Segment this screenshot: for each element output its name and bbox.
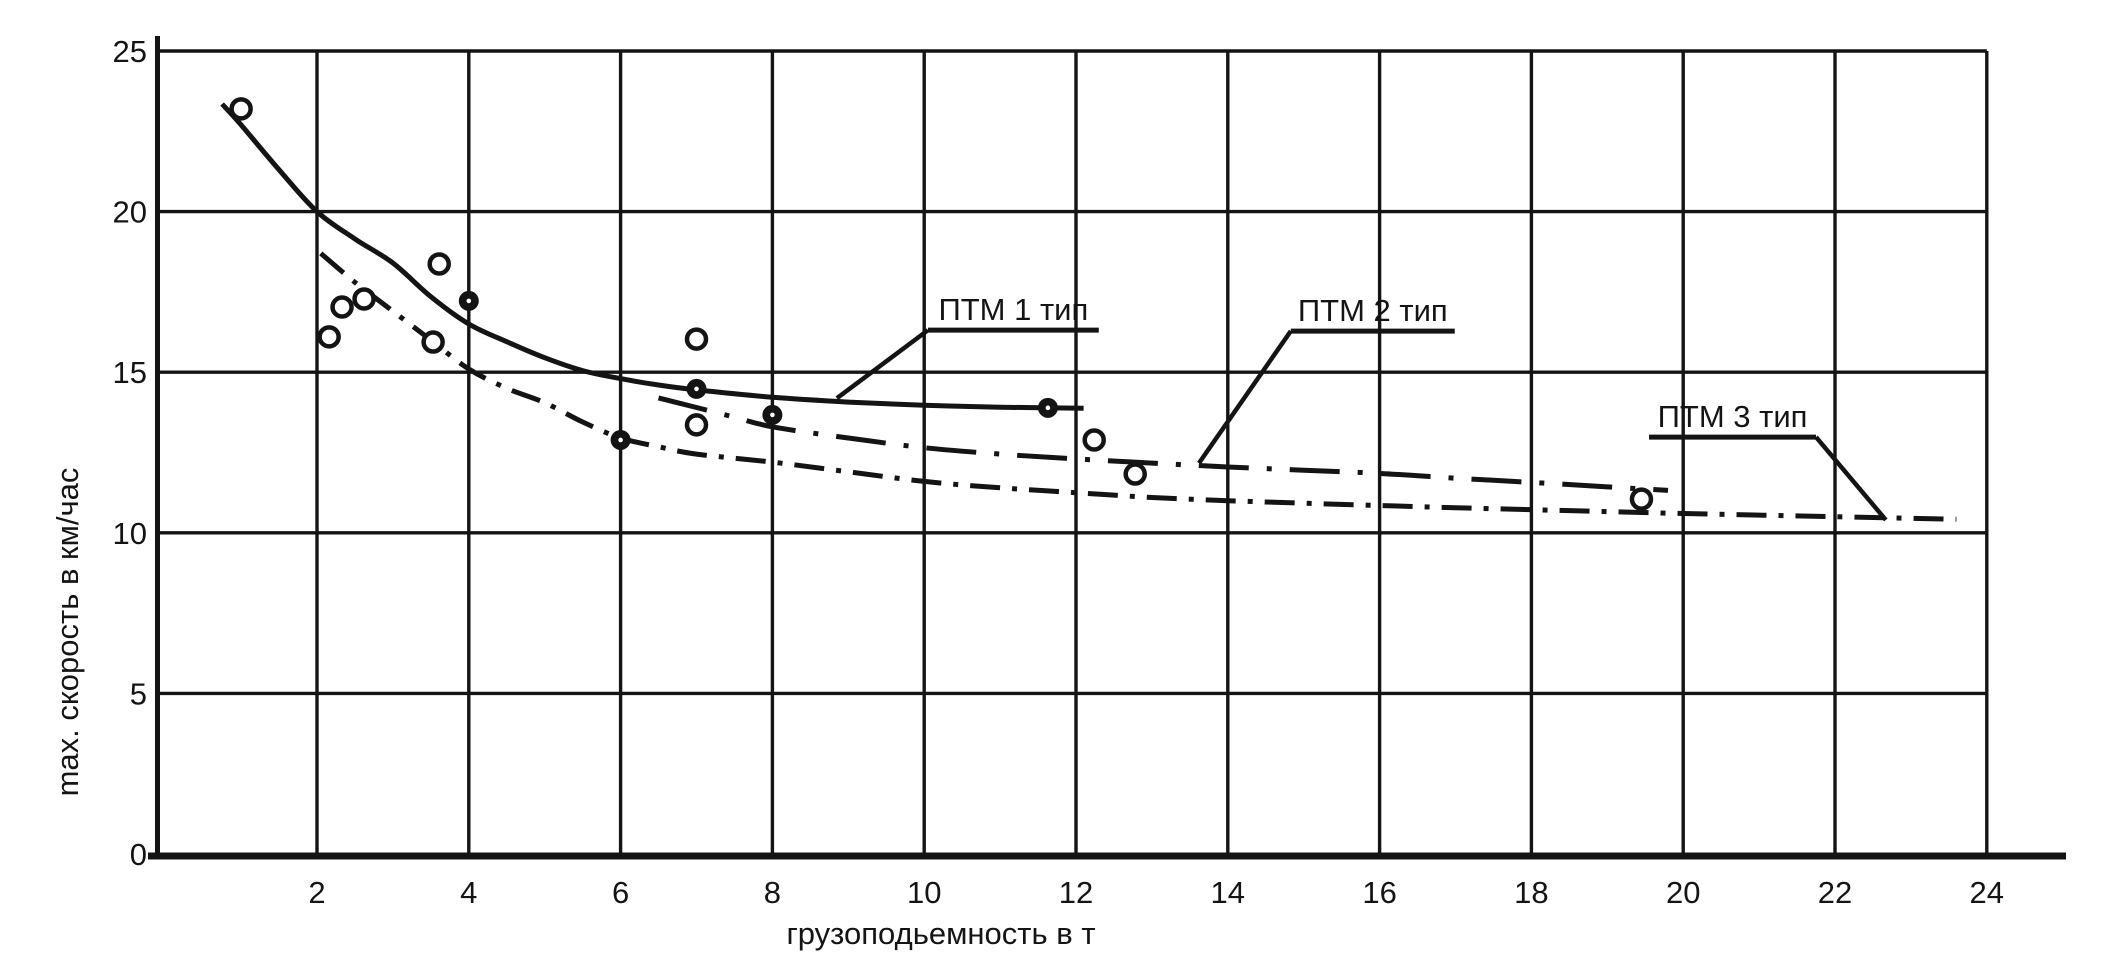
data-point-open	[352, 287, 376, 311]
x-tick-label-10: 10	[907, 875, 941, 910]
curve-3-line	[319, 251, 1957, 522]
x-tick-label-14: 14	[1211, 875, 1245, 910]
x-tick-label-18: 18	[1514, 875, 1548, 910]
data-point-open	[684, 413, 709, 437]
data-point-open	[427, 252, 451, 276]
curve-label: ПТМ 2 тип	[1298, 293, 1448, 328]
y-tick-label-25: 25	[113, 34, 147, 69]
data-point-open	[684, 327, 709, 351]
data-point-open	[317, 325, 341, 349]
x-tick-label-20: 20	[1666, 875, 1700, 910]
data-point-open	[1123, 462, 1147, 486]
data-point-filled-center	[466, 298, 472, 304]
tick-labels: 2 4 6 8 10 12 14 16 18 20 22 240510152025грузоподье…	[50, 34, 2004, 951]
curve-label: ПТМ 1 тип	[938, 292, 1088, 327]
data-point-open	[421, 330, 445, 354]
curves	[220, 102, 1957, 522]
data-point-open	[330, 295, 354, 319]
y-tick-label-5: 5	[130, 676, 147, 711]
data-point-filled-center	[618, 437, 623, 443]
data-point-filled-center	[1045, 405, 1051, 411]
data-point-open	[229, 97, 253, 121]
curve-2-line	[657, 395, 1669, 493]
annotation-3: ПТМ 3 тип	[1649, 399, 1888, 522]
scatter-points	[229, 97, 1654, 511]
data-point-filled-center	[694, 386, 699, 392]
x-tick-label-2: 2	[308, 875, 325, 910]
annotation-leader-line	[1197, 329, 1293, 465]
y-tick-label-10: 10	[113, 516, 147, 551]
y-tick-label-0: 0	[130, 837, 147, 872]
y-tick-label-15: 15	[113, 355, 147, 390]
axes	[148, 36, 2066, 860]
x-tick-label-12: 12	[1059, 875, 1093, 910]
data-point-open	[1082, 428, 1106, 452]
annotation-1: ПТМ 1 тип	[835, 292, 1099, 401]
y-tick-label-20: 20	[113, 195, 147, 230]
x-tick-label-6: 6	[612, 875, 629, 910]
annotation-leader-line	[835, 328, 930, 401]
x-axis-title: грузоподьемность в т	[786, 916, 1095, 951]
x-tick-label-8: 8	[764, 875, 781, 910]
curve-annotations: ПТМ 1 тип ПТМ 2 тип ПТМ 3 тип	[835, 292, 1888, 522]
x-tick-label-24: 24	[1970, 875, 2004, 910]
y-axis-title: max. скорость в км/час	[50, 468, 85, 797]
annotation-leader-line	[1814, 435, 1888, 522]
curve-label: ПТМ 3 тип	[1658, 399, 1808, 434]
data-point-open	[1629, 487, 1654, 511]
curve-1-line	[220, 102, 1084, 411]
annotation-2: ПТМ 2 тип	[1197, 293, 1455, 465]
x-tick-label-4: 4	[460, 875, 477, 910]
x-tick-label-16: 16	[1362, 875, 1396, 910]
grid	[157, 49, 1989, 856]
data-point-filled-center	[770, 412, 775, 418]
x-tick-label-22: 22	[1818, 875, 1852, 910]
